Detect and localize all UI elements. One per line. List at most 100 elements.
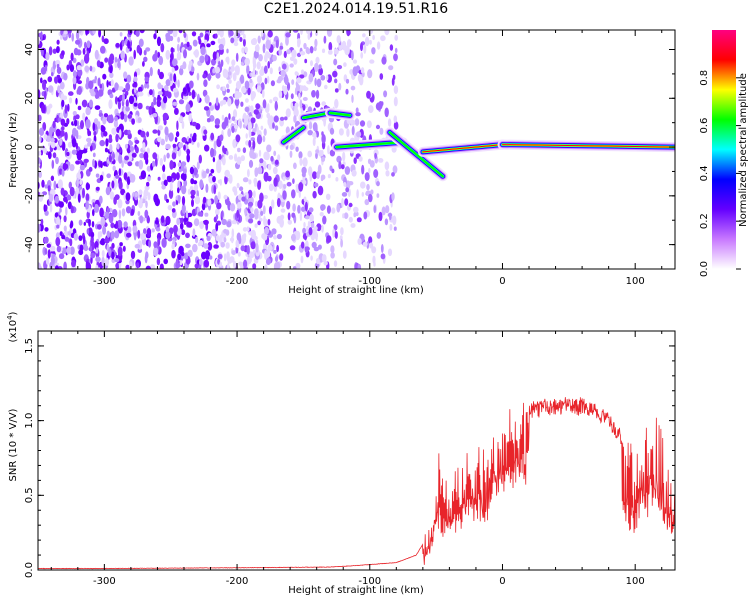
spectrogram-speckle	[55, 237, 61, 247]
spectrogram-speckle	[244, 57, 250, 66]
spectrogram-speckle	[75, 39, 81, 45]
spectrogram-speckle	[294, 104, 298, 113]
spectrogram-speckle	[106, 207, 111, 213]
spectrogram-speckle	[181, 137, 187, 143]
spectrogram-speckle	[273, 115, 279, 123]
spectrogram-speckle	[183, 144, 186, 151]
spectrogram-speckle	[140, 233, 146, 240]
spectrogram-speckle	[351, 125, 355, 136]
spectrogram-speckle	[117, 246, 123, 257]
spectrogram-speckle	[144, 209, 149, 219]
spectrogram-speckle	[368, 167, 371, 174]
spectrogram-speckle	[146, 227, 152, 237]
spectrogram-speckle	[38, 262, 41, 269]
spectrogram-speckle	[247, 121, 252, 132]
spectrogram-speckle	[56, 245, 62, 253]
spectrogram-speckle	[227, 97, 232, 107]
spectrogram-speckle	[391, 77, 395, 86]
spectrogram-speckle	[165, 79, 171, 87]
spectrogram-speckle	[153, 247, 159, 257]
spectrogram-speckle	[203, 39, 208, 45]
spectrogram-speckle	[304, 201, 308, 212]
spectrogram-speckle	[120, 188, 126, 196]
spectrogram-speckle	[64, 236, 70, 242]
spectrogram-speckle	[138, 159, 144, 170]
spectrogram-speckle	[304, 58, 308, 64]
spectrogram-speckle	[114, 116, 118, 121]
spectrogram-speckle	[361, 164, 365, 175]
spectrogram-speckle	[112, 130, 116, 135]
spectrogram-speckle	[193, 183, 199, 193]
spectrogram-speckle	[318, 67, 323, 76]
spectrogram-speckle	[179, 222, 184, 230]
spectrogram-speckle	[204, 212, 209, 217]
spectrogram-speckle	[323, 261, 328, 266]
spectrogram-speckle	[219, 178, 222, 186]
spectrogram-speckle	[262, 89, 265, 98]
spectrogram-speckle	[118, 154, 123, 164]
spectrogram-speckle	[286, 49, 291, 55]
spectrogram-speckle	[232, 109, 238, 119]
spectrogram-x-tick-label: -100	[358, 276, 381, 287]
spectrogram-speckle	[269, 99, 273, 104]
spectrogram-speckle	[147, 192, 151, 201]
spectrogram-speckle	[173, 224, 178, 234]
spectrogram-speckle	[389, 212, 392, 221]
spectrogram-speckle	[242, 177, 249, 183]
spectrogram-speckle	[204, 94, 210, 104]
spectrogram-speckle	[69, 238, 73, 247]
spectrogram-speckle	[185, 258, 191, 264]
spectrogram-speckle	[285, 32, 291, 38]
spectrogram-speckle	[171, 52, 174, 61]
spectrogram-speckle	[85, 261, 89, 268]
spectrogram-speckle	[108, 56, 112, 67]
spectrogram-speckle	[291, 212, 296, 218]
spectrogram-speckle	[203, 106, 210, 111]
spectrogram-speckle	[338, 161, 342, 170]
spectrogram-speckle	[289, 63, 294, 68]
spectrogram-speckle	[117, 61, 121, 69]
snr-series-line	[38, 397, 675, 570]
spectrogram-speckle	[364, 199, 369, 206]
spectrogram-speckle	[83, 158, 89, 163]
spectrogram-speckle	[366, 120, 372, 129]
spectrogram-speckle	[63, 261, 67, 269]
spectrogram-speckle	[92, 152, 96, 158]
spectrogram-speckle	[117, 100, 121, 110]
spectrogram-speckle	[66, 64, 70, 71]
spectrogram-speckle	[246, 192, 249, 200]
spectrogram-speckle	[258, 54, 263, 62]
spectrogram-speckle	[82, 235, 86, 245]
spectrogram-speckle	[294, 87, 298, 95]
spectrogram-speckle	[309, 213, 314, 223]
spectrogram-speckle	[219, 261, 222, 267]
spectrogram-speckle	[170, 47, 174, 54]
spectrogram-speckle	[48, 193, 54, 202]
spectrogram-speckle	[98, 30, 102, 38]
spectrogram-speckle	[232, 138, 237, 149]
spectrogram-speckle	[221, 218, 227, 226]
spectrogram-speckle	[193, 218, 200, 227]
spectrogram-speckle	[53, 180, 57, 191]
spectrogram-speckle	[163, 154, 166, 163]
spectrogram-speckle	[190, 66, 195, 73]
spectrogram-speckle	[368, 236, 373, 245]
spectrogram-speckle	[384, 107, 389, 118]
spectrogram-speckle	[313, 46, 317, 52]
spectrogram-speckle	[389, 44, 394, 51]
spectrogram-speckle	[317, 185, 324, 196]
spectrogram-speckle	[177, 36, 181, 43]
spectrogram-speckle	[273, 249, 277, 254]
spectrogram-speckle	[242, 38, 246, 47]
spectrogram-speckle	[320, 174, 326, 180]
spectrogram-speckle	[300, 85, 304, 91]
spectrogram-speckle	[258, 149, 262, 157]
spectrogram-speckle	[286, 200, 291, 210]
spectrogram-speckle	[50, 256, 55, 265]
colorbar-tick-label: 0.8	[699, 70, 710, 86]
spectrogram-speckle	[290, 93, 294, 100]
spectrogram-speckle	[100, 125, 106, 133]
spectrogram-speckle	[273, 235, 277, 240]
spectrogram-speckle	[118, 209, 122, 220]
spectrogram-speckle	[84, 41, 87, 49]
